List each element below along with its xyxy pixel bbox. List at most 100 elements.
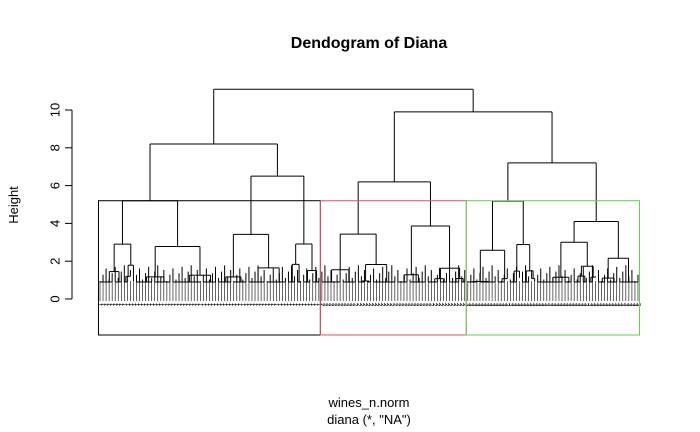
leaf-label-89: 2: [367, 303, 373, 307]
leaf-label-72: 1: [315, 303, 321, 307]
leaf-label-167: 3: [604, 303, 610, 307]
leaf-label-46: 1: [236, 303, 242, 307]
leaf-label-54: 1: [261, 303, 267, 307]
leaf-label-9: 1: [124, 303, 130, 307]
leaf-label-84: 2: [352, 303, 358, 307]
leaf-label-33: 1: [197, 303, 203, 307]
y-tick-label-0: 0: [47, 295, 62, 302]
leaf-label-174: 3: [625, 303, 631, 307]
leaf-label-155: 3: [568, 303, 574, 307]
leaf-label-91: 2: [373, 303, 379, 307]
leaf-label-32: 1: [194, 303, 200, 307]
leaf-label-3: 1: [106, 303, 112, 307]
leaf-label-107: 2: [422, 303, 428, 307]
leaf-label-47: 1: [239, 303, 245, 307]
leaf-label-20: 1: [157, 303, 163, 307]
leaf-label-124: 3: [473, 303, 479, 307]
leaf-label-176: 3: [631, 303, 637, 307]
leaf-label-144: 3: [534, 303, 540, 307]
leaf-label-14: 1: [139, 303, 145, 307]
leaf-label-64: 1: [291, 303, 297, 307]
leaf-label-2: 1: [103, 303, 109, 307]
leaf-label-79: 2: [337, 303, 343, 307]
leaf-label-95: 2: [385, 303, 391, 307]
leaf-label-162: 3: [589, 303, 595, 307]
leaf-label-105: 2: [416, 303, 422, 307]
leaf-label-67: 1: [300, 303, 306, 307]
leaf-label-22: 1: [163, 303, 169, 307]
leaf-label-111: 2: [434, 303, 440, 307]
leaf-label-71: 1: [312, 303, 318, 307]
leaf-label-173: 3: [622, 303, 628, 307]
leaf-label-62: 1: [285, 303, 291, 307]
leaf-label-159: 3: [580, 303, 586, 307]
leaf-label-19: 1: [154, 303, 160, 307]
leaf-label-83: 2: [349, 303, 355, 307]
leaf-label-96: 2: [388, 303, 394, 307]
leaf-label-52: 1: [254, 303, 260, 307]
leaf-label-51: 1: [251, 303, 257, 307]
leaf-label-151: 3: [555, 303, 561, 307]
leaf-label-102: 2: [406, 303, 412, 307]
leaf-label-110: 2: [431, 303, 437, 307]
leaf-label-78: 2: [334, 303, 340, 307]
x-axis-subtitle: diana (*, "NA"): [327, 412, 411, 427]
leaf-label-153: 3: [561, 303, 567, 307]
leaf-label-88: 2: [364, 303, 370, 307]
leaf-label-93: 2: [379, 303, 385, 307]
leaf-label-142: 3: [528, 303, 534, 307]
leaf-label-133: 3: [501, 303, 507, 307]
leaf-label-172: 3: [619, 303, 625, 307]
leaf-label-94: 2: [382, 303, 388, 307]
leaf-label-137: 3: [513, 303, 519, 307]
leaf-label-127: 3: [482, 303, 488, 307]
leaf-label-156: 3: [571, 303, 577, 307]
leaf-label-82: 2: [346, 303, 352, 307]
leaf-label-23: 1: [166, 303, 172, 307]
leaf-label-116: 2: [449, 303, 455, 307]
leaf-label-43: 1: [227, 303, 233, 307]
leaf-label-65: 1: [294, 303, 300, 307]
leaf-label-103: 2: [409, 303, 415, 307]
leaf-label-130: 3: [492, 303, 498, 307]
leaf-label-122: 3: [467, 303, 473, 307]
leaf-label-104: 2: [413, 303, 419, 307]
cluster-rect-3: [465, 200, 641, 336]
leaf-label-76: 2: [327, 303, 333, 307]
leaf-label-61: 1: [282, 303, 288, 307]
leaf-label-169: 3: [610, 303, 616, 307]
leaf-label-114: 2: [443, 303, 449, 307]
leaf-label-11: 1: [130, 303, 136, 307]
x-axis-label: wines_n.norm: [328, 395, 410, 410]
leaf-label-69: 1: [306, 303, 312, 307]
leaf-label-99: 2: [397, 303, 403, 307]
leaf-label-140: 3: [522, 303, 528, 307]
leaf-label-70: 1: [309, 303, 315, 307]
leaf-label-63: 1: [288, 303, 294, 307]
leaf-label-74: 2: [321, 303, 327, 307]
leaf-label-149: 3: [549, 303, 555, 307]
leaf-label-39: 1: [215, 303, 221, 307]
leaf-label-41: 1: [221, 303, 227, 307]
leaf-label-45: 1: [233, 303, 239, 307]
leaf-label-10: 1: [127, 303, 133, 307]
leaf-label-160: 3: [583, 303, 589, 307]
leaf-label-123: 3: [470, 303, 476, 307]
leaf-label-16: 1: [145, 303, 151, 307]
leaf-label-42: 1: [224, 303, 230, 307]
y-tick-label-10: 10: [47, 103, 62, 117]
leaf-label-29: 1: [185, 303, 191, 307]
leaf-label-161: 3: [586, 303, 592, 307]
leaf-label-128: 3: [485, 303, 491, 307]
leaf-labels: 1111111111111111111111111111111111111111…: [96, 303, 640, 307]
leaf-label-136: 3: [510, 303, 516, 307]
leaf-label-55: 1: [264, 303, 270, 307]
leaf-label-80: 2: [340, 303, 346, 307]
leaf-label-109: 2: [428, 303, 434, 307]
leaf-label-60: 1: [279, 303, 285, 307]
leaf-label-31: 1: [191, 303, 197, 307]
leaf-label-57: 1: [270, 303, 276, 307]
leaf-label-101: 2: [403, 303, 409, 307]
leaf-label-0: 1: [96, 303, 102, 307]
